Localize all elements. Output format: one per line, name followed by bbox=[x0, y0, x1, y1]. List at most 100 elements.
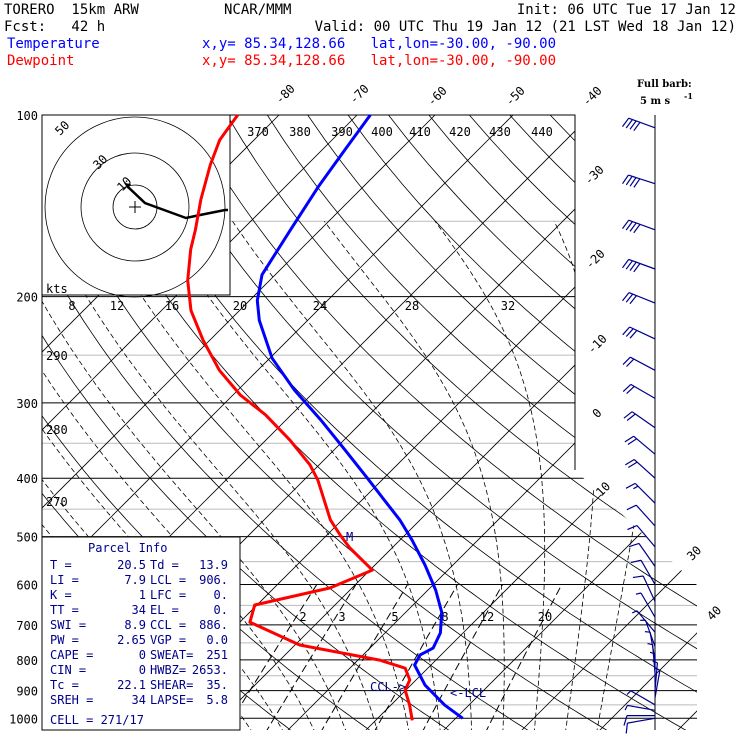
temperature-location: x,y= 85.34,128.66 lat,lon=-30.00, -90.00 bbox=[202, 36, 557, 52]
wind-barb bbox=[649, 651, 656, 682]
parcel-value: 8.9 bbox=[124, 618, 146, 632]
theta-label: 390 bbox=[331, 125, 353, 139]
dry-adiabat bbox=[105, 115, 697, 730]
annotation-m: M bbox=[346, 530, 353, 544]
mixing-ratio-line bbox=[264, 584, 357, 730]
wind-barb bbox=[628, 542, 656, 567]
pressure-label: 300 bbox=[16, 397, 38, 411]
barb-legend-line2: 5 m s bbox=[640, 96, 671, 107]
parcel-cell: CELL = 271/17 bbox=[50, 713, 144, 727]
wind-barb bbox=[622, 326, 656, 340]
wind-barb bbox=[624, 458, 656, 479]
annotation-ccl: CCL-> bbox=[370, 680, 406, 694]
parcel-value: 0.0 bbox=[206, 633, 228, 647]
parcel-value: 35. bbox=[206, 678, 228, 692]
wind-barb bbox=[626, 690, 656, 706]
scale-label: 28 bbox=[405, 299, 419, 313]
isotherm-label: -10 bbox=[585, 332, 610, 357]
theta-label: 270 bbox=[46, 495, 68, 509]
wind-barb bbox=[622, 174, 656, 188]
dry-adiabat bbox=[42, 115, 534, 730]
wind-barb bbox=[622, 117, 656, 132]
parcel-value: 906. bbox=[199, 573, 228, 587]
wind-barbs bbox=[622, 117, 661, 734]
wind-barb bbox=[652, 660, 658, 691]
dry-adiabat bbox=[266, 115, 697, 730]
parcel-value: 22.1 bbox=[117, 678, 146, 692]
mixing-ratio-label: 12 bbox=[480, 610, 494, 624]
dry-adiabat bbox=[549, 115, 697, 730]
wind-barb bbox=[623, 411, 656, 429]
parcel-value: 886. bbox=[199, 618, 228, 632]
parcel-label: VGP = bbox=[150, 633, 186, 647]
wind-barb bbox=[622, 383, 656, 399]
isotherm bbox=[440, 115, 697, 730]
dry-adiabat bbox=[590, 115, 697, 730]
temperature-legend: Temperature bbox=[7, 36, 100, 52]
center-name: NCAR/MMM bbox=[224, 2, 292, 18]
isotherm bbox=[42, 115, 371, 730]
dewpoint-location: x,y= 85.34,128.66 lat,lon=-30.00, -90.00 bbox=[202, 53, 557, 69]
parcel-value: 251 bbox=[206, 648, 228, 662]
parcel-label: CAPE = bbox=[50, 648, 93, 662]
parcel-label: K = bbox=[50, 588, 72, 602]
isotherm-label: -70 bbox=[347, 82, 372, 107]
isotherm-label: 0 bbox=[590, 406, 605, 421]
isotherm-label: -60 bbox=[425, 84, 450, 109]
wind-barb bbox=[625, 717, 656, 734]
hodograph-center-icon bbox=[129, 201, 141, 213]
wind-barb bbox=[647, 643, 656, 673]
parcel-label: LFC = bbox=[150, 588, 186, 602]
mixing-ratio-label: 5 bbox=[391, 610, 398, 624]
theta-label: 420 bbox=[449, 125, 471, 139]
model-name: TORERO 15km ARW bbox=[4, 2, 139, 18]
wind-barb bbox=[626, 504, 656, 527]
theta-label: 430 bbox=[489, 125, 511, 139]
isotherm-label: -20 bbox=[583, 247, 608, 272]
barb-legend-exp: -1 bbox=[684, 91, 693, 101]
moist-adiabat bbox=[323, 220, 505, 730]
moist-adiabat bbox=[157, 220, 441, 730]
wind-barb bbox=[622, 356, 656, 371]
parcel-value: 5.8 bbox=[206, 693, 228, 707]
scale-label: 24 bbox=[313, 299, 327, 313]
hodograph-arrow-icon bbox=[124, 183, 131, 189]
parcel-info: Parcel Info T = 20.5 Td = 13.9 LI = 7.9 LCL = 9… bbox=[41, 536, 241, 731]
parcel-value: 0. bbox=[214, 588, 228, 602]
scale-label: 12 bbox=[110, 299, 124, 313]
dry-adiabat bbox=[145, 115, 697, 730]
isotherm bbox=[596, 115, 697, 730]
dry-adiabat bbox=[388, 115, 697, 730]
dry-adiabat bbox=[630, 115, 697, 730]
dry-adiabat bbox=[468, 115, 697, 730]
wind-barb bbox=[622, 219, 656, 234]
parcel-label: T = bbox=[50, 558, 72, 572]
parcel-value: 2.65 bbox=[117, 633, 146, 647]
mixing-ratio-label: 3 bbox=[338, 610, 345, 624]
isotherm bbox=[284, 115, 697, 730]
dry-adiabat bbox=[64, 115, 692, 730]
theta-label: 380 bbox=[289, 125, 311, 139]
annotation-lcl: <-LCL bbox=[450, 686, 486, 700]
isotherm bbox=[206, 115, 697, 730]
plot-border bbox=[41, 114, 576, 730]
dewpoint-legend: Dewpoint bbox=[7, 53, 75, 69]
parcel-label: CIN = bbox=[50, 663, 86, 677]
wind-barb bbox=[632, 575, 656, 602]
parcel-value: 2653. bbox=[192, 663, 228, 677]
moist-adiabat bbox=[596, 221, 662, 730]
isotherm-label: -50 bbox=[503, 84, 528, 109]
barb-legend: Full barb: 5 m s -1 bbox=[637, 79, 693, 107]
parcel-label: SWI = bbox=[50, 618, 86, 632]
theta-label: 370 bbox=[247, 125, 269, 139]
isotherm-label: 10 bbox=[593, 479, 613, 499]
hodograph-kts-label: kts bbox=[46, 282, 68, 296]
forecast-hour: Fcst: 42 h bbox=[4, 19, 106, 35]
moist-adiabat bbox=[44, 221, 379, 730]
moist-adiabat bbox=[42, 221, 348, 730]
isotherm-label: -80 bbox=[273, 82, 298, 107]
hodograph-trace bbox=[126, 185, 228, 220]
parcel-label: HWBZ= bbox=[150, 663, 186, 677]
